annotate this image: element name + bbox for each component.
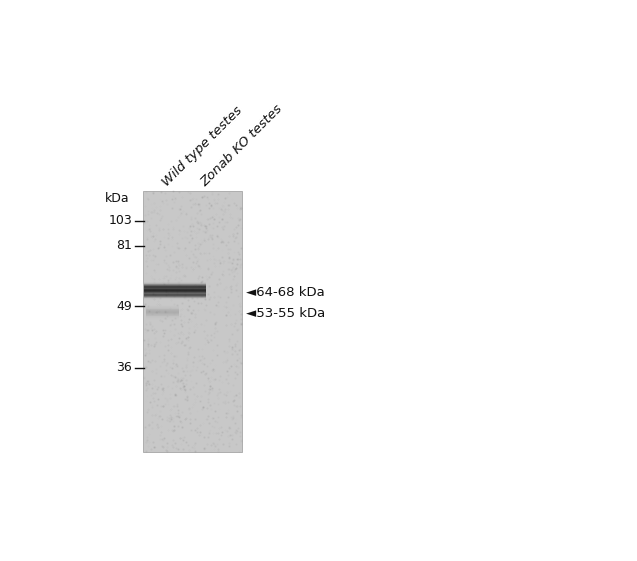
Bar xyxy=(145,306,179,307)
Bar xyxy=(143,191,242,452)
Bar xyxy=(145,310,179,311)
Text: ◄64-68 kDa: ◄64-68 kDa xyxy=(247,286,325,298)
Text: 36: 36 xyxy=(117,361,132,374)
Text: Wild type testes: Wild type testes xyxy=(159,104,245,189)
Bar xyxy=(145,312,179,314)
Bar xyxy=(145,308,179,309)
Text: kDa: kDa xyxy=(104,192,129,205)
Bar xyxy=(145,318,179,319)
Bar xyxy=(145,305,179,306)
Bar xyxy=(145,307,179,308)
Bar xyxy=(145,317,179,318)
Bar xyxy=(145,309,179,310)
Bar xyxy=(145,314,179,315)
Bar xyxy=(145,315,179,316)
Bar xyxy=(145,311,179,312)
Text: 49: 49 xyxy=(117,300,132,312)
Text: ◄53-55 kDa: ◄53-55 kDa xyxy=(247,307,326,320)
Text: 81: 81 xyxy=(117,240,132,252)
Text: Zonab KO testes: Zonab KO testes xyxy=(198,102,285,189)
Text: 103: 103 xyxy=(108,214,132,227)
Bar xyxy=(145,316,179,317)
Bar xyxy=(145,319,179,320)
